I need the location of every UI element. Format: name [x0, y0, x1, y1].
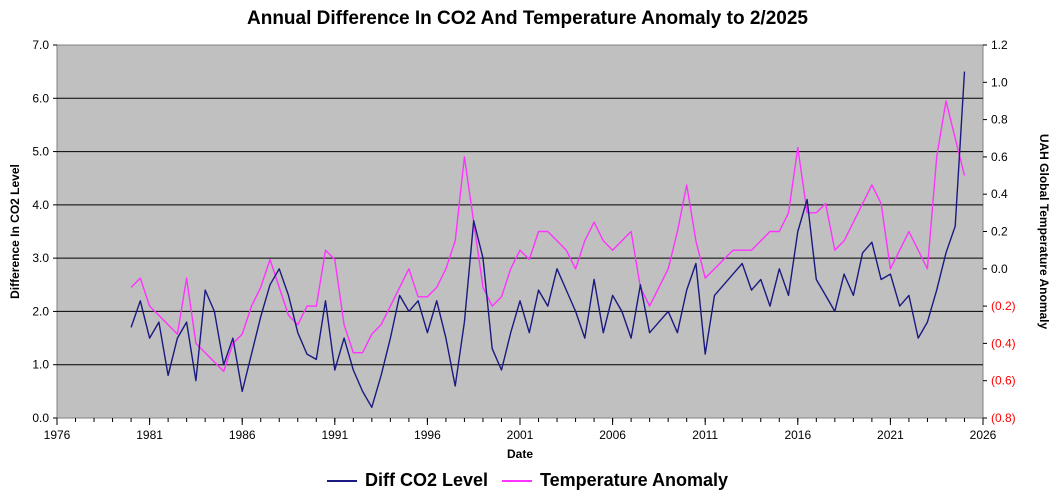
y-tick-label: 6.0: [32, 91, 49, 105]
legend-item-temperature: Temperature Anomaly: [501, 470, 729, 491]
y-tick-label: 3.0: [32, 251, 49, 265]
y-axis-label: Difference In CO2 Level: [8, 164, 22, 299]
x-tick-label: 1986: [229, 428, 256, 442]
chart-svg: 0.0 1.0 2.0 3.0 4.0 5.0 6.0 7.0 (0.8) (0.6) (0.4) (…: [8, 38, 1051, 461]
chart-title: Annual Difference In CO2 And Temperature…: [247, 8, 808, 29]
y-tick-label: 1.0: [32, 358, 49, 372]
x-axis-label: Date: [507, 447, 533, 461]
y-tick-label: 0.0: [32, 411, 49, 425]
y2-tick-label: 0.8: [991, 113, 1008, 127]
x-tick-label: 1976: [44, 428, 71, 442]
y2-tick-label: 0.0: [991, 262, 1008, 276]
y2-tick-label: 0.6: [991, 150, 1008, 164]
y2-tick-label: 0.2: [991, 225, 1008, 239]
legend-swatch-temperature: [501, 479, 532, 482]
x-tick-label: 1991: [321, 428, 348, 442]
legend-swatch-co2: [326, 479, 357, 482]
y2-tick-label: (0.2): [991, 299, 1016, 313]
y2-tick-label: (0.4): [991, 336, 1016, 350]
y-tick-label: 4.0: [32, 198, 49, 212]
y-tick-label: 2.0: [32, 304, 49, 318]
x-tick-label: 2016: [784, 428, 811, 442]
series-line-co2: [130, 71, 966, 408]
legend-label-co2: Diff CO2 Level: [364, 470, 488, 490]
x-tick-label: 1996: [414, 428, 441, 442]
legend: Diff CO2 Level Temperature Anomaly: [0, 470, 1055, 491]
series-line-temperature: [130, 100, 966, 373]
y2-tick-label: 0.4: [991, 187, 1008, 201]
x-tick-label: 2021: [877, 428, 904, 442]
y-tick-label: 5.0: [32, 145, 49, 159]
legend-label-temperature: Temperature Anomaly: [539, 470, 729, 490]
y2-tick-label: 1.0: [991, 75, 1008, 89]
x-tick-label: 2011: [692, 428, 718, 442]
x-tick-label: 2006: [599, 428, 626, 442]
y2-axis-label: UAH Global Temperature Anomaly: [1037, 134, 1051, 330]
x-tick-label: 2001: [507, 428, 534, 442]
legend-item-co2: Diff CO2 Level: [326, 470, 488, 491]
y2-tick-label: (0.6): [991, 374, 1016, 388]
y-tick-label: 7.0: [32, 38, 49, 52]
y2-tick-label: 1.2: [991, 38, 1008, 52]
x-tick-label: 1981: [136, 428, 163, 442]
plot-area: [56, 44, 984, 419]
x-tick-label: 2026: [970, 428, 997, 442]
y2-tick-label: (0.8): [991, 411, 1016, 425]
